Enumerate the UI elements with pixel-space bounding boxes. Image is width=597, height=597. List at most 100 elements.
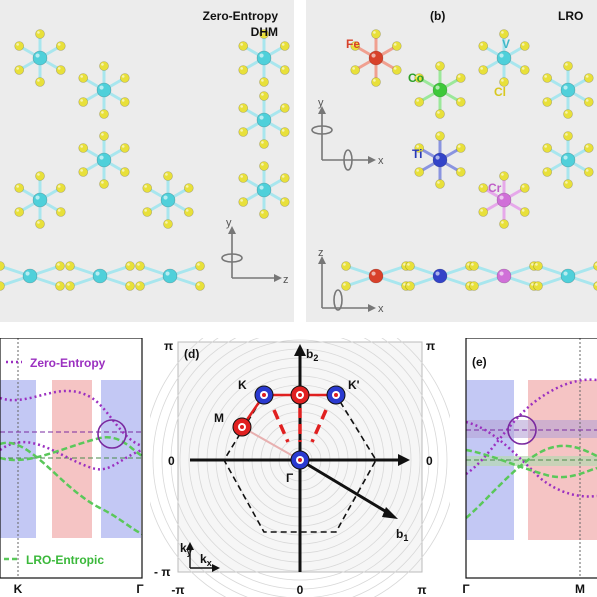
cl-atom-highlight — [480, 209, 483, 212]
cl-atom-highlight — [501, 173, 504, 176]
d-path-k-gamma — [272, 409, 290, 443]
panel-a-title-line2: DHM — [251, 25, 278, 39]
cl-atom — [14, 65, 25, 75]
cl-atom-highlight — [67, 263, 70, 266]
cl-atom-highlight — [101, 181, 104, 184]
cl-atom-highlight — [127, 283, 130, 286]
cl-atom — [14, 41, 25, 51]
v-atom — [92, 268, 108, 284]
d-ky-subscript: y — [187, 547, 192, 557]
cl-atom — [55, 41, 66, 51]
cl-atom — [469, 281, 479, 291]
cl-atom-highlight — [67, 283, 70, 286]
d-b2-arrowhead — [294, 344, 306, 356]
layer-metal-atom — [368, 268, 384, 284]
cl-atom-highlight — [373, 31, 376, 34]
cl-atom — [279, 103, 290, 113]
cl-atom — [238, 197, 249, 207]
cl-atom-highlight — [37, 79, 40, 82]
cl-atom-highlight — [521, 209, 525, 212]
cl-atom-highlight — [281, 175, 285, 178]
panel-c-svg: Zero-Entropy LRO-Entropic K Γ — [0, 338, 144, 596]
cl-atom-highlight — [261, 211, 264, 214]
cl-atom-highlight — [565, 181, 568, 184]
cl-atom — [14, 207, 25, 217]
v-atom — [96, 82, 112, 98]
cl-atom-highlight — [467, 283, 470, 286]
cl-atom-highlight — [457, 145, 461, 148]
cl-atom-highlight — [535, 283, 538, 286]
cl-atom-highlight — [457, 99, 461, 102]
panel-a-axis-z: z — [283, 274, 289, 286]
cl-atom-highlight — [531, 263, 534, 266]
cl-atom — [55, 281, 65, 291]
panel-b-axis-x2: x — [378, 303, 384, 315]
c-tick-k: K — [14, 582, 23, 596]
cl-atom-highlight — [261, 93, 264, 96]
panel-b-axis-triad-top — [311, 106, 376, 171]
v-atom-highlight — [259, 53, 264, 58]
cl-atom-highlight — [165, 173, 168, 176]
d-tick-zero: 0 — [297, 583, 304, 597]
cl-atom — [279, 197, 290, 207]
cl-atom — [135, 261, 145, 271]
a-atom-group — [0, 29, 290, 291]
cl-atom — [279, 127, 290, 137]
cl-atom — [125, 261, 135, 271]
cl-atom — [455, 143, 466, 153]
cl-atom-highlight — [565, 63, 568, 66]
c-shade-blue-right — [101, 380, 141, 538]
cl-atom-highlight — [80, 145, 83, 148]
cl-atom-highlight — [101, 133, 104, 136]
e-frame — [465, 338, 597, 579]
cl-atom — [125, 281, 135, 291]
d-ky-letter: k — [180, 541, 187, 555]
cl-atom-highlight — [471, 263, 474, 266]
d-contour-ring — [161, 338, 439, 597]
v-atom — [560, 82, 576, 98]
cl-atom — [259, 209, 269, 219]
v-atom-highlight — [165, 271, 170, 276]
cl-atom-highlight — [544, 169, 547, 172]
panel-b-crystal-structure: (b) LRO Fe Co V Cl Ti Cr y x z x — [306, 0, 597, 322]
cl-atom-highlight — [144, 209, 147, 212]
d-b2-subscript: 2 — [313, 353, 318, 363]
cl-atom — [391, 41, 402, 51]
v-atom — [496, 50, 512, 66]
cl-atom — [542, 143, 553, 153]
atom-label-cr: Cr — [488, 181, 502, 195]
v-atom-highlight — [163, 195, 168, 200]
cl-atom-highlight — [101, 111, 104, 114]
cl-atom — [435, 61, 445, 71]
cl-atom-highlight — [240, 129, 243, 132]
cl-atom-highlight — [197, 283, 200, 286]
cl-atom — [142, 207, 153, 217]
cl-atom-highlight — [457, 75, 461, 78]
cl-atom-highlight — [240, 175, 243, 178]
d-horizontal-arrowhead — [398, 454, 410, 466]
cl-atom — [542, 73, 553, 83]
layer-metal-atom-highlight — [435, 271, 440, 276]
panel-b-axis-z: z — [318, 247, 324, 259]
cl-atom-highlight — [531, 283, 534, 286]
b-bond-group — [345, 34, 597, 288]
cl-atom — [499, 219, 509, 229]
cl-atom-highlight — [137, 283, 140, 286]
e-band-purple-2 — [465, 420, 597, 498]
e-band-strip-purple — [466, 420, 597, 438]
cl-atom — [563, 109, 573, 119]
cl-atom-highlight — [457, 169, 461, 172]
c-crossing-circle — [97, 419, 127, 449]
v-atom — [22, 268, 38, 284]
cl-atom — [78, 167, 89, 177]
cl-atom-highlight — [416, 99, 419, 102]
cl-atom-highlight — [480, 185, 483, 188]
d-label: (d) — [184, 347, 199, 361]
cr-atom-highlight — [499, 195, 504, 200]
cl-atom — [478, 207, 489, 217]
cl-atom — [142, 183, 153, 193]
cl-atom — [519, 41, 530, 51]
cl-atom — [435, 109, 445, 119]
panel-e-band-plot: (e) Γ M — [450, 338, 597, 597]
cl-atom-highlight — [471, 283, 474, 286]
